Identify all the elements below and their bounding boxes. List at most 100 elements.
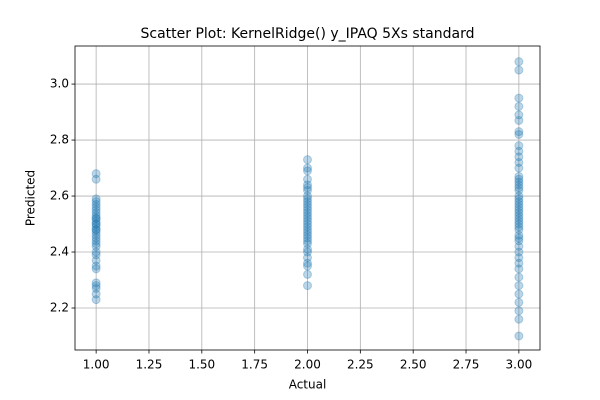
point — [91, 227, 101, 237]
point — [91, 205, 101, 215]
point — [514, 174, 524, 184]
y-tick-label: 2.4 — [50, 245, 69, 259]
point — [514, 101, 524, 111]
point — [514, 233, 524, 243]
point — [91, 208, 101, 218]
point — [514, 183, 524, 193]
point — [514, 202, 524, 212]
point — [303, 222, 312, 232]
point — [91, 202, 101, 212]
point — [91, 247, 101, 257]
point — [91, 169, 101, 179]
point — [91, 255, 101, 265]
point — [303, 183, 312, 193]
x-tick-label: 3.00 — [506, 358, 533, 372]
point — [91, 197, 101, 207]
point — [303, 258, 312, 268]
point — [514, 185, 524, 195]
x-tick-label: 2.00 — [294, 358, 321, 372]
point — [303, 269, 312, 279]
point — [514, 146, 524, 156]
point — [514, 152, 524, 162]
point — [303, 219, 312, 229]
point — [91, 236, 101, 246]
point — [303, 191, 312, 201]
point — [514, 180, 524, 190]
point — [91, 213, 101, 223]
point — [303, 185, 312, 195]
point — [514, 65, 524, 75]
point — [303, 155, 312, 165]
point — [514, 171, 524, 181]
point — [303, 216, 312, 226]
point — [303, 244, 312, 254]
x-tick-label: 2.50 — [400, 358, 427, 372]
point — [91, 278, 101, 288]
point — [91, 211, 101, 221]
point — [91, 295, 101, 305]
point — [91, 219, 101, 229]
point — [303, 205, 312, 215]
point — [91, 199, 101, 209]
point — [303, 194, 312, 204]
x-tick-label: 1.25 — [136, 358, 163, 372]
x-axis-label: Actual — [289, 378, 327, 392]
point — [514, 306, 524, 316]
point — [514, 331, 524, 341]
point — [514, 281, 524, 291]
point — [514, 236, 524, 246]
chart-title: Scatter Plot: KernelRidge() y_IPAQ 5Xs s… — [141, 26, 475, 42]
plot-frame — [74, 45, 541, 351]
point — [514, 157, 524, 167]
point — [91, 222, 101, 232]
point — [303, 199, 312, 209]
point — [303, 225, 312, 235]
point — [514, 197, 524, 207]
point — [514, 222, 524, 232]
point — [303, 202, 312, 212]
point — [514, 289, 524, 299]
point — [514, 205, 524, 215]
point — [514, 258, 524, 268]
point — [514, 219, 524, 229]
point — [514, 264, 524, 274]
x-tick-label: 2.75 — [453, 358, 480, 372]
point — [91, 225, 101, 235]
point — [514, 199, 524, 209]
x-tick-label: 1.00 — [83, 358, 110, 372]
point — [514, 191, 524, 201]
point — [91, 216, 101, 226]
point — [514, 314, 524, 324]
point — [514, 297, 524, 307]
point — [514, 129, 524, 139]
point — [514, 213, 524, 223]
point — [91, 230, 101, 240]
point — [91, 283, 101, 293]
point — [303, 239, 312, 249]
point — [514, 141, 524, 151]
point — [514, 211, 524, 221]
point — [303, 261, 312, 271]
point — [514, 163, 524, 173]
point — [303, 236, 312, 246]
point — [303, 233, 312, 243]
point — [514, 225, 524, 235]
point — [91, 174, 101, 184]
point — [303, 163, 312, 173]
point — [303, 247, 312, 257]
point — [514, 115, 524, 125]
point — [514, 216, 524, 226]
point — [514, 110, 524, 120]
point — [514, 177, 524, 187]
y-tick-label: 3.0 — [50, 77, 69, 91]
point — [91, 264, 101, 274]
point — [303, 213, 312, 223]
point — [303, 211, 312, 221]
x-tick-label: 2.25 — [347, 358, 374, 372]
x-tick-label: 1.75 — [241, 358, 268, 372]
point — [91, 239, 101, 249]
point — [514, 247, 524, 257]
point — [514, 194, 524, 204]
point — [514, 57, 524, 67]
